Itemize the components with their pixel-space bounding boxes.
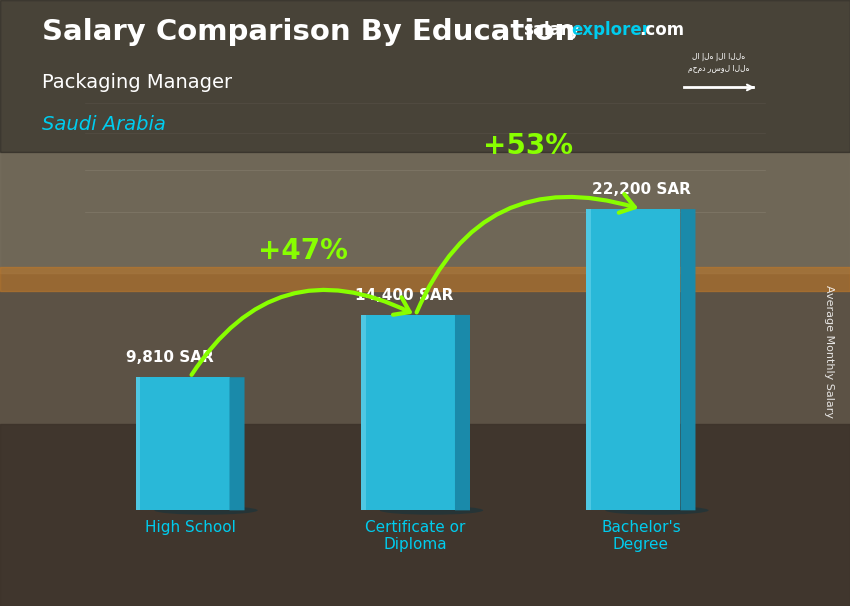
Text: Bachelor's
Degree: Bachelor's Degree <box>601 520 681 552</box>
Text: Average Monthly Salary: Average Monthly Salary <box>824 285 834 418</box>
Ellipse shape <box>155 506 258 514</box>
Text: 9,810 SAR: 9,810 SAR <box>126 350 214 365</box>
Text: .com: .com <box>639 21 684 39</box>
Text: High School: High School <box>144 520 235 535</box>
Bar <box>135 377 230 510</box>
FancyArrowPatch shape <box>416 194 635 312</box>
Text: 14,400 SAR: 14,400 SAR <box>355 288 454 303</box>
Polygon shape <box>230 377 245 510</box>
Ellipse shape <box>605 506 709 514</box>
Text: 22,200 SAR: 22,200 SAR <box>592 182 691 197</box>
Bar <box>0 0 850 273</box>
Text: +53%: +53% <box>484 132 573 159</box>
Text: explorer: explorer <box>571 21 650 39</box>
Text: Saudi Arabia: Saudi Arabia <box>42 115 167 134</box>
Bar <box>361 315 455 510</box>
Bar <box>135 377 140 510</box>
Text: لا إله إلا الله: لا إله إلا الله <box>692 52 745 61</box>
Bar <box>0 0 850 152</box>
Bar <box>586 209 681 510</box>
Text: Packaging Manager: Packaging Manager <box>42 73 233 92</box>
Bar <box>0 424 850 606</box>
Text: Certificate or
Diploma: Certificate or Diploma <box>366 520 466 552</box>
Ellipse shape <box>380 506 483 514</box>
Polygon shape <box>455 315 470 510</box>
Text: Salary Comparison By Education: Salary Comparison By Education <box>42 18 575 46</box>
Text: محمد رسول الله: محمد رسول الله <box>688 64 750 73</box>
Polygon shape <box>681 209 695 510</box>
Bar <box>0 267 850 291</box>
Text: +47%: +47% <box>258 238 348 265</box>
FancyArrowPatch shape <box>191 290 410 375</box>
Bar <box>361 315 366 510</box>
Bar <box>586 209 592 510</box>
Text: salary: salary <box>523 21 580 39</box>
